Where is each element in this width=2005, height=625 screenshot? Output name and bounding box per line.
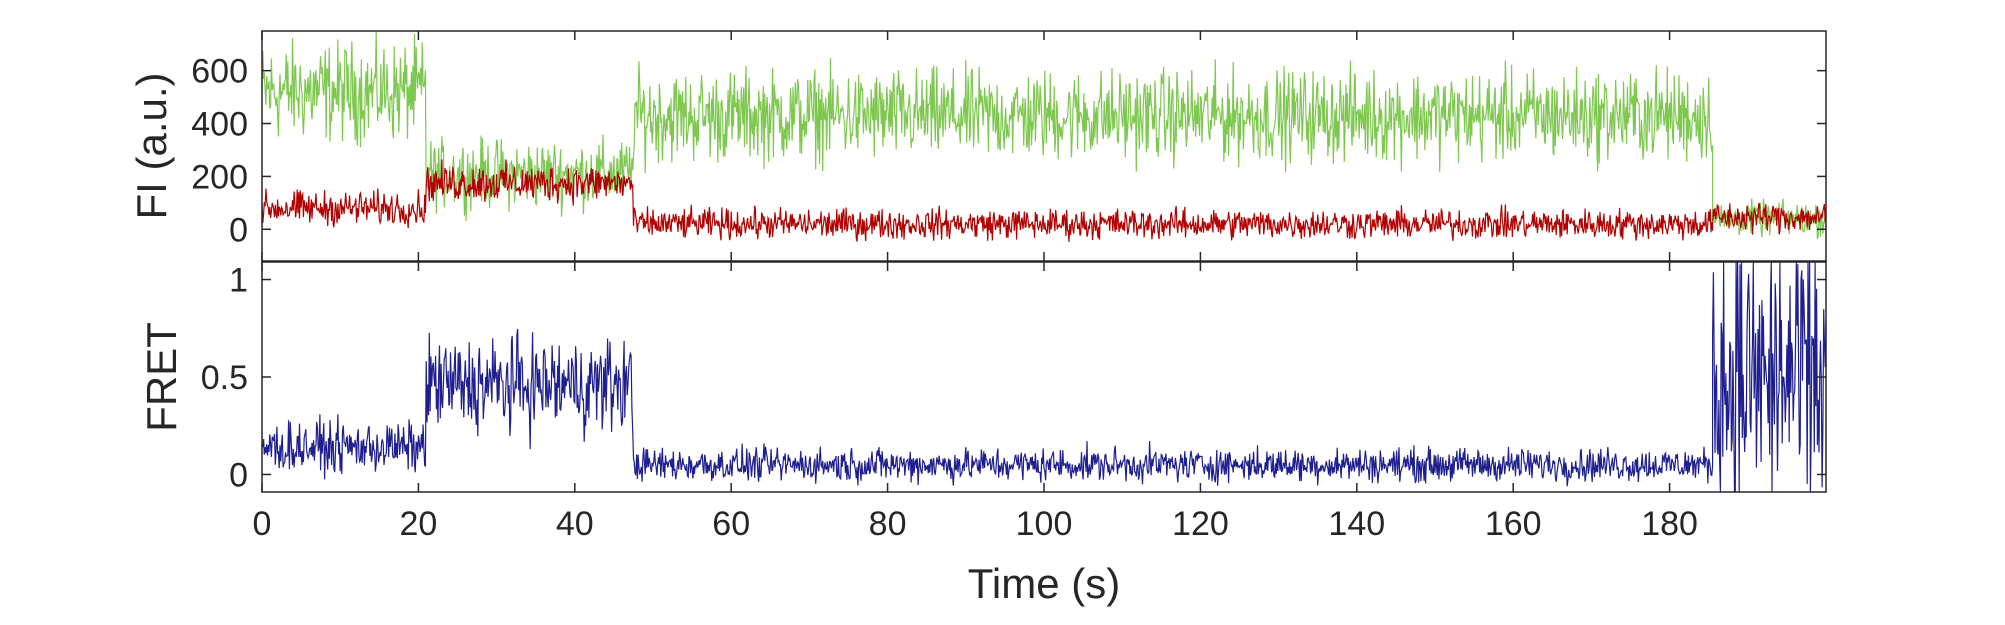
y-tick-label: 200 xyxy=(191,158,248,196)
intensity-series-group xyxy=(262,31,1826,242)
intensity-series-1 xyxy=(262,159,1826,242)
x-tick-label: 60 xyxy=(712,505,750,543)
x-tick-label: 180 xyxy=(1641,505,1698,543)
intensity-ticks: 0 200 400 600 xyxy=(191,31,1826,261)
y-tick-label: 600 xyxy=(191,53,248,91)
x-tick-label: 80 xyxy=(869,505,907,543)
time-x-axis-label: Time (s) xyxy=(968,560,1120,607)
x-tick-label: 20 xyxy=(399,505,437,543)
y-tick-label: 0.5 xyxy=(201,359,248,397)
intensity-y-axis-label: FI (a.u.) xyxy=(128,72,175,219)
intensity-axes-box xyxy=(261,30,1827,262)
x-tick-label: 100 xyxy=(1016,505,1073,543)
x-tick-label: 140 xyxy=(1328,505,1385,543)
y-tick-label: 0 xyxy=(229,211,248,249)
fret-axes-box xyxy=(261,261,1827,493)
fret-ticks: 0 0.5 1 0 20 40 60 80 100 120 140 160 180 xyxy=(201,262,1826,543)
fret-series-0 xyxy=(262,262,1826,492)
fret-panel: 0 0.5 1 0 20 40 60 80 100 120 140 160 180 FRET Time … xyxy=(138,261,1827,607)
intensity-panel: 0 200 400 600 FI (a.u.) xyxy=(128,30,1827,262)
y-tick-label: 0 xyxy=(229,456,248,494)
fret-series-group xyxy=(262,262,1826,492)
y-tick-label: 400 xyxy=(191,106,248,144)
x-tick-label: 40 xyxy=(556,505,594,543)
y-tick-label: 1 xyxy=(229,262,248,300)
x-tick-label: 160 xyxy=(1485,505,1542,543)
x-tick-label: 120 xyxy=(1172,505,1229,543)
x-tick-label: 0 xyxy=(253,505,272,543)
fret-y-axis-label: FRET xyxy=(138,322,185,432)
